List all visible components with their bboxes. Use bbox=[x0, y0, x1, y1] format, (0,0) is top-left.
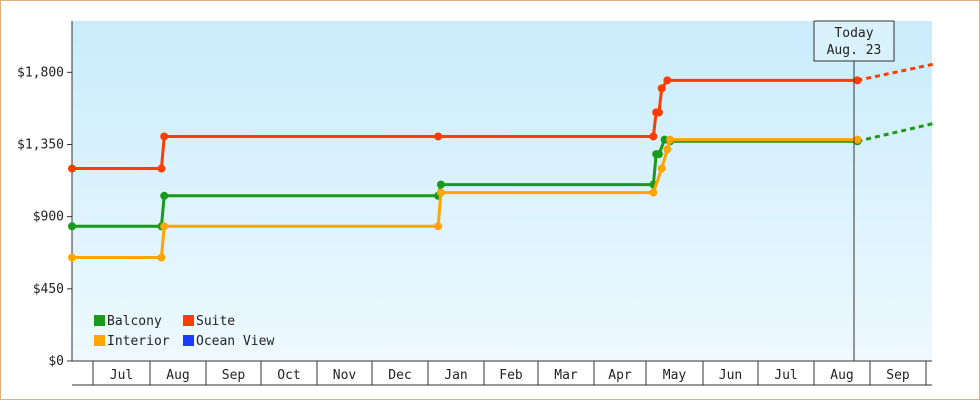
today-label: Today bbox=[834, 26, 873, 41]
legend-label: Ocean View bbox=[196, 334, 274, 349]
x-tick-label: Sep bbox=[886, 368, 910, 383]
data-point bbox=[657, 84, 666, 93]
series-interior bbox=[68, 135, 862, 262]
data-point bbox=[654, 150, 663, 159]
data-point bbox=[436, 180, 445, 189]
y-tick-label: $0 bbox=[48, 354, 64, 369]
series-line bbox=[72, 78, 858, 171]
data-point bbox=[649, 132, 658, 141]
y-tick-label: $1,800 bbox=[17, 65, 64, 80]
data-point bbox=[663, 145, 672, 154]
data-point bbox=[657, 164, 666, 173]
x-tick-label: Aug bbox=[166, 368, 189, 383]
data-point bbox=[434, 222, 443, 231]
x-tick-label: Dec bbox=[388, 368, 411, 383]
legend-swatch bbox=[183, 315, 194, 326]
legend: Balcony Suite Interior Ocean View bbox=[94, 314, 274, 349]
today-date: Aug. 23 bbox=[827, 43, 882, 58]
data-point bbox=[654, 108, 663, 117]
y-axis: $0 $450 $900 $1,350 $1,800 bbox=[17, 21, 73, 369]
series-suite bbox=[68, 62, 934, 173]
legend-item: Balcony bbox=[94, 314, 162, 329]
x-tick-label: Oct bbox=[277, 368, 300, 383]
legend-item: Interior bbox=[94, 334, 170, 349]
legend-item: Suite bbox=[183, 314, 235, 329]
x-tick-label: Jan bbox=[444, 368, 467, 383]
today-marker: Today Aug. 23 bbox=[813, 20, 895, 361]
projection-line bbox=[857, 122, 934, 143]
data-point bbox=[649, 188, 658, 197]
x-tick-label: May bbox=[663, 368, 687, 383]
x-axis: Jul Aug Sep Oct Nov Dec Jan Feb Mar Apr May Jun Jul A… bbox=[72, 360, 932, 386]
x-tick-label: Nov bbox=[333, 368, 357, 383]
legend-label: Balcony bbox=[107, 314, 162, 329]
legend-label: Suite bbox=[196, 314, 235, 329]
data-point bbox=[436, 188, 445, 197]
series-layer bbox=[68, 62, 934, 262]
legend-swatch bbox=[94, 335, 105, 346]
data-point bbox=[68, 253, 76, 262]
y-tick-label: $900 bbox=[33, 210, 64, 225]
x-tick-label: Feb bbox=[499, 368, 523, 383]
projection-line bbox=[857, 62, 934, 82]
data-point bbox=[68, 164, 76, 173]
y-tick-label: $1,350 bbox=[17, 137, 64, 152]
data-point bbox=[853, 135, 862, 144]
legend-swatch bbox=[183, 335, 194, 346]
data-point bbox=[68, 222, 76, 231]
x-tick-label: Mar bbox=[554, 368, 578, 383]
legend-swatch bbox=[94, 315, 105, 326]
x-tick-label: Jun bbox=[719, 368, 742, 383]
data-point bbox=[160, 132, 169, 141]
x-tick-label: Jul bbox=[110, 368, 133, 383]
legend-label: Interior bbox=[107, 334, 170, 349]
series-line bbox=[72, 138, 858, 260]
plot-area bbox=[72, 21, 932, 361]
x-tick-label: Apr bbox=[608, 368, 632, 383]
x-tick-label: Sep bbox=[222, 368, 246, 383]
data-point bbox=[157, 253, 166, 262]
x-tick-label: Aug bbox=[830, 368, 853, 383]
data-point bbox=[434, 132, 443, 141]
legend-item: Ocean View bbox=[183, 334, 274, 349]
data-point bbox=[160, 222, 169, 231]
data-point bbox=[666, 135, 675, 144]
data-point bbox=[663, 76, 672, 85]
data-point bbox=[160, 191, 169, 200]
x-tick-label: Jul bbox=[774, 368, 797, 383]
today-box bbox=[813, 20, 895, 62]
y-tick-label: $450 bbox=[33, 282, 64, 297]
data-point bbox=[157, 164, 166, 173]
